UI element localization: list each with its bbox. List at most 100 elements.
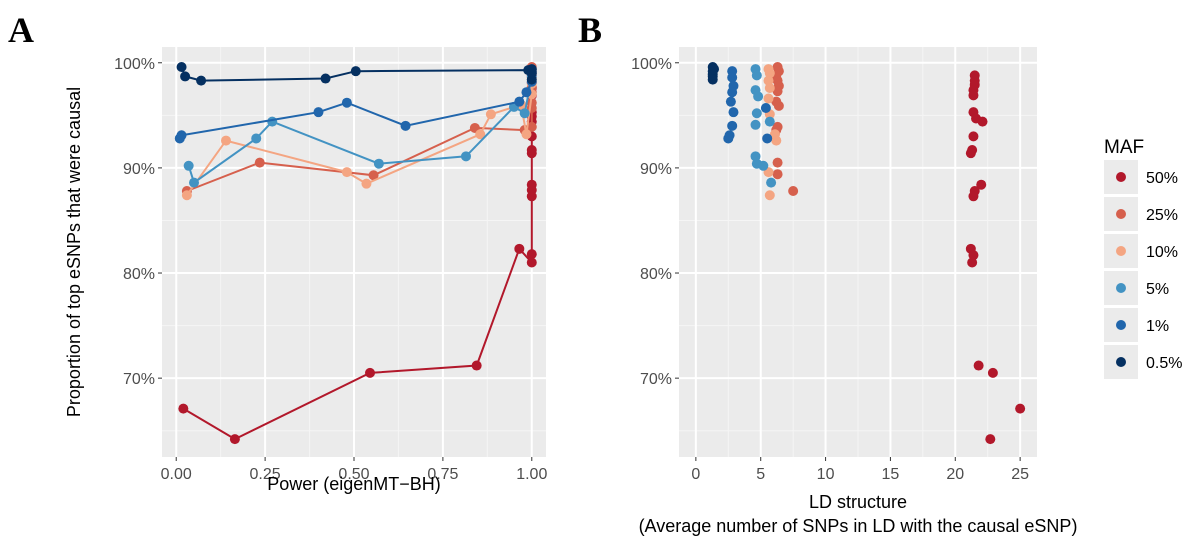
data-point-maf-5pct — [751, 70, 762, 81]
data-point-maf-50pct — [968, 191, 979, 202]
data-point-maf-25pct — [368, 170, 379, 181]
legend-key-marker — [1116, 209, 1126, 219]
data-point-maf-50pct — [178, 403, 189, 414]
data-point-maf-0-5pct — [196, 75, 207, 86]
data-point-maf-25pct — [772, 169, 783, 180]
data-point-maf-50pct — [968, 250, 979, 261]
panel-b: B 0 5 10 15 20 25 70%80%90%100% LD structure … — [578, 10, 1077, 536]
panel-a: A 0.00 0.25 0.50 0.75 1.00 70% 80% 90% 100% Pow… — [8, 10, 547, 494]
panel-a-x-tick-label: 1.00 — [516, 466, 547, 483]
data-point-maf-50pct — [973, 360, 984, 371]
data-point-maf-5pct — [189, 177, 199, 188]
panel-a-y-tick-label: 70% — [123, 371, 155, 388]
panel-b-x-axis-title: LD structure — [809, 492, 907, 512]
panel-a-series — [174, 61, 537, 445]
data-point-maf-50pct — [1015, 403, 1026, 414]
data-point-maf-25pct — [526, 97, 537, 108]
legend-item-maf-0-5pct: 0.5% — [1104, 345, 1182, 379]
data-point-maf-5pct — [753, 91, 764, 102]
data-point-maf-1pct — [176, 130, 187, 141]
panel-a-x-tick-label: 0.50 — [338, 466, 369, 483]
data-point-maf-10pct — [181, 190, 192, 201]
panel-b-series-maf-10pct — [763, 64, 782, 201]
data-point-maf-50pct — [968, 90, 979, 101]
legend-key-marker — [1116, 283, 1126, 293]
legend-key-marker — [1116, 320, 1126, 330]
data-point-maf-5pct — [751, 108, 762, 119]
data-point-maf-10pct — [771, 135, 782, 146]
data-point-maf-1pct — [727, 120, 738, 131]
data-point-maf-50pct — [967, 257, 978, 268]
data-point-maf-25pct — [772, 86, 783, 97]
data-point-maf-5pct — [750, 119, 761, 130]
data-point-maf-0-5pct — [709, 64, 720, 75]
legend-key-marker — [1116, 357, 1126, 367]
panel-b-y-ticks: 70% 80% 90% 100% — [631, 56, 679, 388]
data-point-maf-50pct — [526, 257, 537, 268]
legend-label: 25% — [1146, 207, 1178, 224]
panel-b-series-maf-50pct — [965, 70, 1026, 445]
panel-b-x-tick-label: 15 — [882, 466, 900, 483]
data-point-maf-50pct — [526, 145, 537, 156]
data-point-maf-25pct — [526, 121, 537, 132]
panel-a-y-tick-label: 100% — [114, 56, 155, 73]
legend-item-maf-1pct: 1% — [1104, 308, 1169, 342]
panel-a-y-axis-title: Proportion of top eSNPs that were causal — [64, 87, 84, 417]
data-point-maf-10pct — [521, 129, 532, 140]
panel-b-x-tick-label: 0 — [691, 466, 700, 483]
data-point-maf-25pct — [773, 100, 784, 111]
data-point-maf-5pct — [183, 160, 194, 171]
data-point-maf-1pct — [762, 133, 773, 144]
panel-b-y-tick-label: 70% — [640, 371, 672, 388]
panel-a-y-tick-label: 90% — [123, 161, 155, 178]
data-point-maf-0-5pct — [180, 71, 191, 82]
data-point-maf-1pct — [725, 96, 736, 107]
data-point-maf-25pct — [254, 157, 265, 168]
legend-item-maf-5pct: 5% — [1104, 271, 1169, 305]
data-point-maf-10pct — [764, 190, 775, 201]
data-point-maf-5pct — [766, 177, 777, 188]
panel-a-x-tick-label: 0.25 — [250, 466, 281, 483]
data-point-maf-10pct — [475, 129, 486, 140]
panel-a-y-tick-label: 80% — [123, 266, 155, 283]
panel-a-x-axis-title: Power (eigenMT−BH) — [267, 474, 441, 494]
data-point-maf-10pct — [764, 83, 775, 93]
legend-label: 10% — [1146, 244, 1178, 261]
data-point-maf-50pct — [514, 243, 525, 254]
data-point-maf-5pct — [750, 151, 761, 162]
data-point-maf-0-5pct — [176, 61, 187, 72]
data-point-maf-1pct — [760, 102, 771, 113]
data-point-maf-50pct — [471, 360, 482, 371]
legend-key-marker — [1116, 172, 1126, 182]
panel-a-x-tick-label: 0.00 — [161, 466, 192, 483]
legend-items: 50% 25% 10% 5% 1% 0.5% — [1104, 160, 1182, 379]
data-point-maf-50pct — [526, 249, 537, 260]
panel-a-label: A — [8, 10, 34, 50]
data-point-maf-5pct — [251, 133, 262, 144]
legend-label: 1% — [1146, 318, 1169, 335]
legend-item-maf-50pct: 50% — [1104, 160, 1178, 194]
legend-label: 0.5% — [1146, 355, 1182, 372]
data-point-maf-1pct — [341, 97, 352, 108]
data-point-maf-50pct — [977, 116, 988, 127]
data-point-maf-5pct — [461, 151, 471, 162]
panel-b-x-tick-label: 20 — [946, 466, 964, 483]
data-point-maf-0-5pct — [707, 74, 718, 85]
panel-b-label: B — [578, 10, 602, 50]
legend-label: 50% — [1146, 170, 1178, 187]
data-point-maf-25pct — [772, 157, 783, 168]
panel-b-x-ticks: 0 5 10 15 20 25 — [691, 457, 1029, 483]
data-point-maf-1pct — [313, 107, 324, 118]
data-point-maf-1pct — [723, 133, 734, 144]
panel-b-series-maf-25pct — [771, 61, 799, 197]
data-point-maf-1pct — [400, 120, 411, 131]
data-point-maf-1pct — [727, 87, 738, 98]
panel-b-x-tick-label: 10 — [817, 466, 835, 483]
panel-b-x-tick-label: 5 — [756, 466, 765, 483]
data-point-maf-50pct — [976, 179, 987, 190]
panel-a-x-ticks: 0.00 0.25 0.50 0.75 1.00 — [161, 457, 547, 483]
legend-label: 5% — [1146, 281, 1169, 298]
data-point-maf-1pct — [727, 72, 738, 83]
panel-b-series-maf-5pct — [750, 64, 777, 188]
